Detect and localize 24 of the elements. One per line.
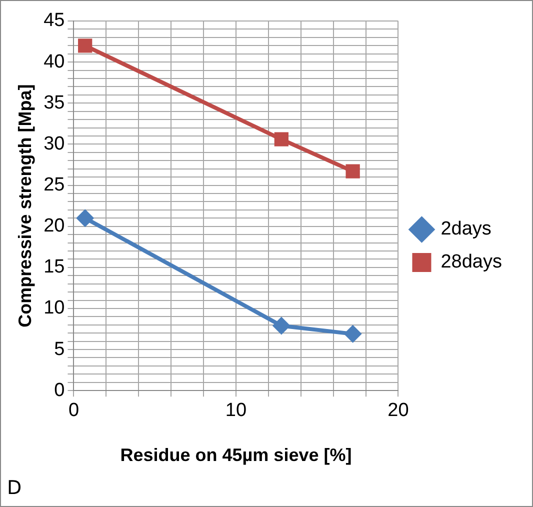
x-tick-label: 20 (388, 400, 409, 422)
point (272, 316, 290, 335)
point (76, 209, 94, 228)
text: D (7, 477, 22, 499)
y-tick-label: 40 (44, 51, 65, 72)
legend-label: 2days (440, 218, 492, 240)
y-tick-label: 35 (44, 92, 65, 114)
y-axis-title: Compressive strength [Mpa] (14, 84, 35, 328)
y-tick-label: 15 (44, 256, 65, 278)
x-tick-label: 0 (68, 400, 80, 422)
y-tick-label: 25 (44, 174, 65, 196)
y-tick-label: 30 (44, 133, 65, 154)
y-tick-label: 45 (44, 10, 65, 32)
x-axis-title: Residue on 45µm sieve [%] (120, 445, 352, 466)
legend-label: 28days (440, 252, 502, 273)
point (346, 164, 360, 178)
x-tick-label: 10 (225, 400, 247, 422)
point (274, 132, 288, 146)
point (78, 38, 92, 53)
point (344, 324, 362, 343)
y-tick-label: 0 (54, 380, 65, 401)
y-tick-label: 10 (44, 298, 65, 319)
y-tick-label: 20 (44, 216, 65, 237)
y-tick-label: 5 (54, 338, 65, 360)
